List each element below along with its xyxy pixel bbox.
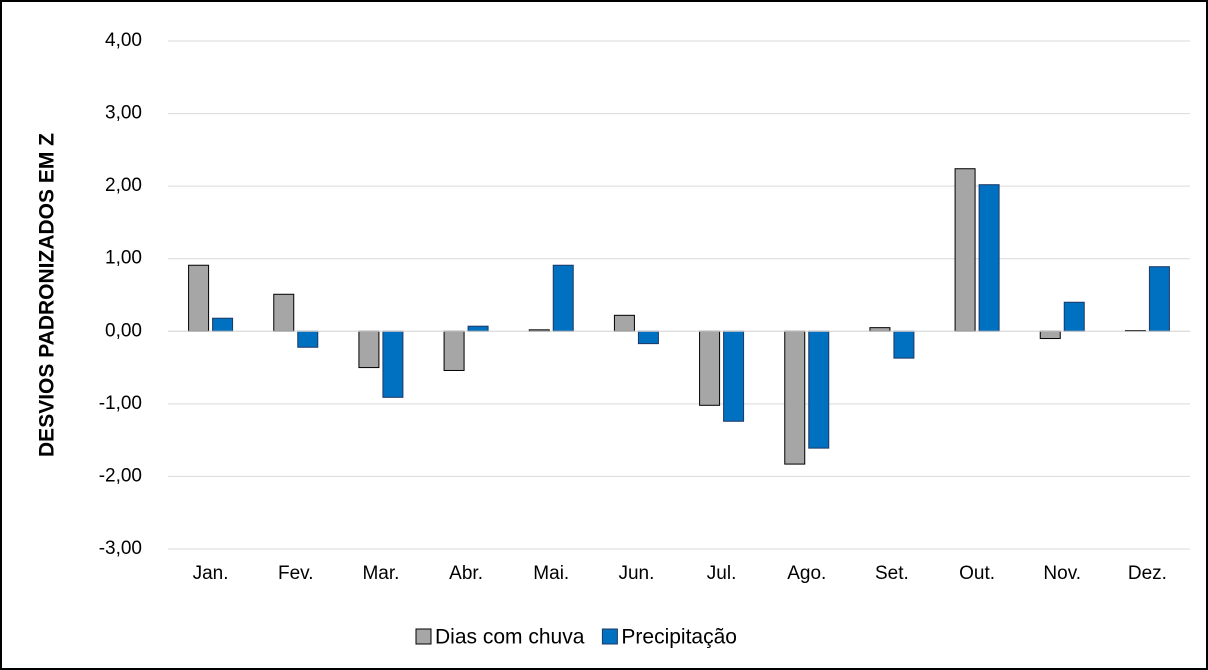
bar xyxy=(188,264,210,332)
bar xyxy=(869,327,891,332)
y-tick-label: 4,00 xyxy=(105,30,142,51)
bar xyxy=(613,314,635,332)
x-tick-label: Nov. xyxy=(1043,563,1081,584)
x-tick-label: Set. xyxy=(875,563,909,584)
y-tick-label: 0,00 xyxy=(105,320,142,341)
x-tick-label: Out. xyxy=(959,563,995,584)
x-tick-label: Jun. xyxy=(618,563,654,584)
bar xyxy=(358,330,380,369)
bar xyxy=(273,293,295,332)
bar xyxy=(382,330,404,398)
x-tick-label: Abr. xyxy=(449,563,483,584)
bar xyxy=(1063,301,1085,332)
bar xyxy=(699,330,721,406)
legend-label: Precipitação xyxy=(621,626,737,649)
x-tick-label: Mai. xyxy=(533,563,569,584)
x-tick-label: Dez. xyxy=(1128,563,1167,584)
y-tick-label: -1,00 xyxy=(99,393,142,414)
x-tick-label: Jan. xyxy=(193,563,229,584)
y-tick-label: -2,00 xyxy=(99,465,142,486)
bar xyxy=(1148,266,1170,332)
bar xyxy=(443,330,465,371)
x-tick-label: Ago. xyxy=(787,563,826,584)
bar xyxy=(893,330,915,359)
legend-swatch xyxy=(415,628,432,645)
legend-swatch xyxy=(601,628,618,645)
x-tick-label: Fev. xyxy=(278,563,314,584)
x-tick-label: Jul. xyxy=(707,563,737,584)
bar xyxy=(1039,330,1061,340)
bar xyxy=(784,330,806,465)
y-axis-label: DESVIOS PADRONIZADOS EM Z xyxy=(36,133,59,457)
x-tick-label: Mar. xyxy=(362,563,399,584)
bar xyxy=(723,330,745,422)
y-tick-label: 1,00 xyxy=(105,248,142,269)
bar xyxy=(212,317,234,332)
bar xyxy=(637,330,659,345)
bar xyxy=(552,264,574,332)
bar xyxy=(808,330,830,449)
bar xyxy=(978,184,1000,332)
y-tick-label: 2,00 xyxy=(105,175,142,196)
y-tick-label: 3,00 xyxy=(105,103,142,124)
bar xyxy=(954,168,976,332)
bar xyxy=(297,330,319,348)
bar xyxy=(467,325,489,332)
legend-label: Dias com chuva xyxy=(435,626,585,649)
y-tick-label: -3,00 xyxy=(99,538,142,559)
